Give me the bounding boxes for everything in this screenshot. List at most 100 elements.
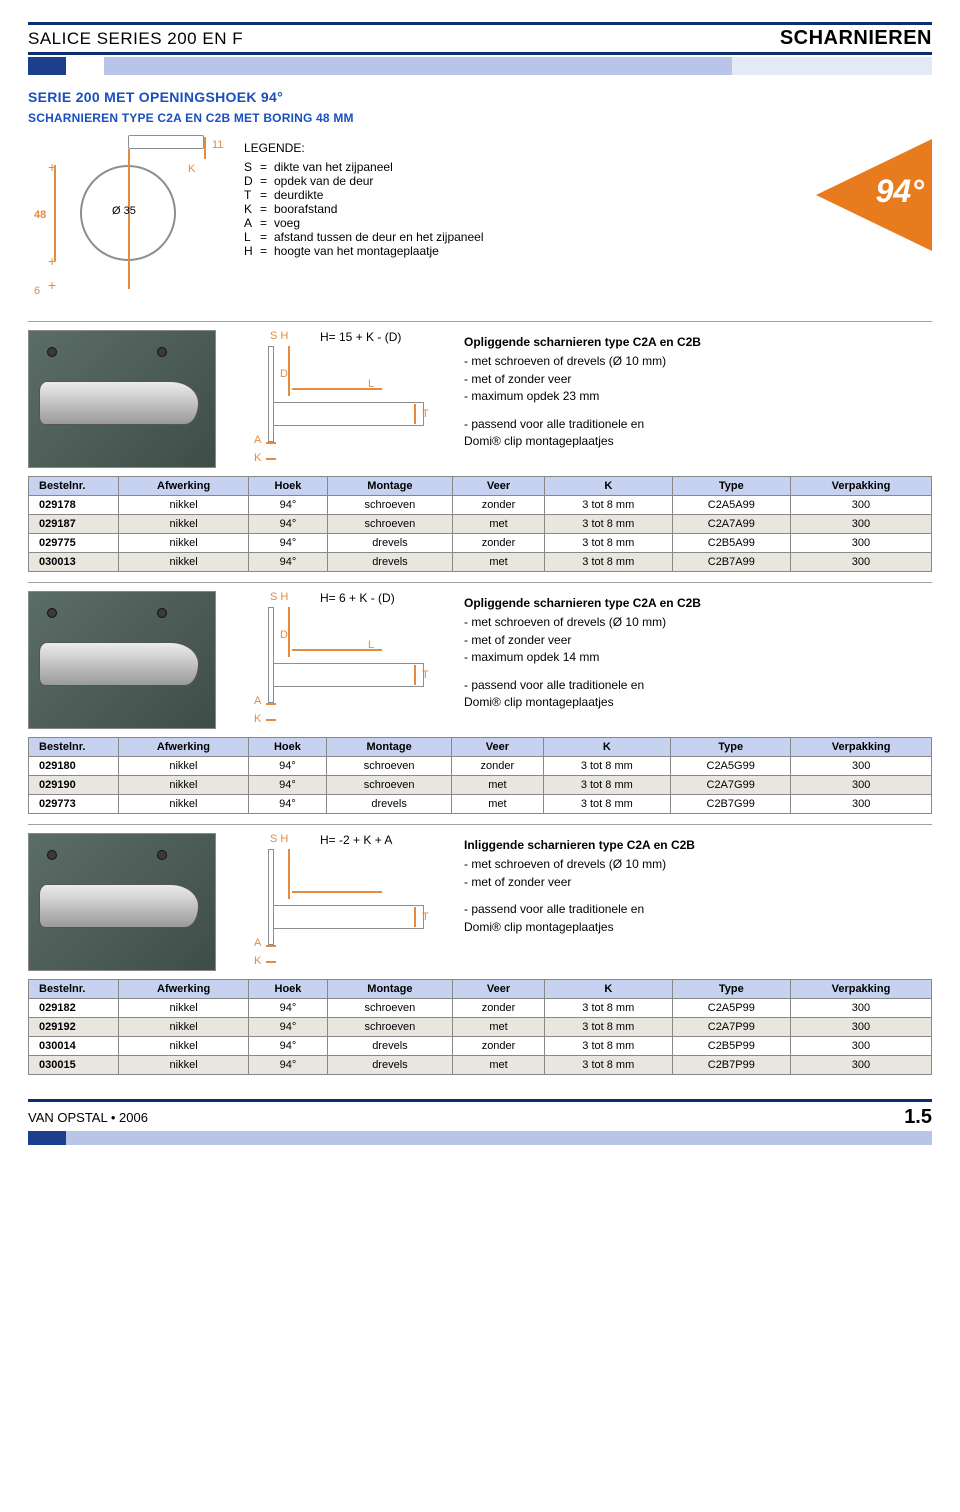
angle-badge: 94° <box>812 135 932 255</box>
table-header: Bestelnr. <box>29 477 119 496</box>
table-cell: nikkel <box>119 757 249 776</box>
table-cell: 300 <box>791 757 932 776</box>
legend-val: opdek van de deur <box>274 174 373 188</box>
table-row: 029178nikkel94°schroevenzonder3 tot 8 mm… <box>29 496 932 515</box>
table-cell: 300 <box>790 1018 931 1037</box>
table-row: 029190nikkel94°schroevenmet3 tot 8 mmC2A… <box>29 776 932 795</box>
table-row: 029187nikkel94°schroevenmet3 tot 8 mmC2A… <box>29 515 932 534</box>
description: Opliggende scharnieren type C2A en C2B - … <box>464 591 932 729</box>
legend-key: A <box>244 216 260 230</box>
table-cell: C2A5G99 <box>671 757 791 776</box>
table-header: Bestelnr. <box>29 980 119 999</box>
table-cell: met <box>452 795 543 814</box>
description: Opliggende scharnieren type C2A en C2B- … <box>464 330 932 468</box>
table-cell: C2A7P99 <box>672 1018 790 1037</box>
footer-bar <box>28 1131 932 1145</box>
schematic: H= 15 + K - (D)S HDLTAK <box>230 330 450 468</box>
diagram-label: 11 <box>212 139 223 151</box>
table-cell: 94° <box>248 795 326 814</box>
table-cell: C2A5A99 <box>672 496 790 515</box>
table-cell: 300 <box>791 776 932 795</box>
diagram-label: Ø 35 <box>112 205 136 217</box>
table-cell: schroeven <box>327 757 452 776</box>
table-header: Verpakking <box>790 477 931 496</box>
desc-title: Opliggende scharnieren type C2A en C2B <box>464 595 932 612</box>
legend-key: T <box>244 188 260 202</box>
table-header: Afwerking <box>119 738 249 757</box>
product-table: Bestelnr.AfwerkingHoekMontageVeerKTypeVe… <box>28 476 932 572</box>
table-cell: nikkel <box>119 496 249 515</box>
table-cell: 94° <box>249 496 328 515</box>
table-cell: met <box>453 1056 545 1075</box>
table-cell: 94° <box>249 1018 328 1037</box>
product-image <box>28 833 216 971</box>
diagram-label: 6 <box>34 285 40 297</box>
table-cell: drevels <box>327 1056 452 1075</box>
table-row: 029775nikkel94°drevelszonder3 tot 8 mmC2… <box>29 534 932 553</box>
table-header: Montage <box>327 477 452 496</box>
table-cell: 030013 <box>29 553 119 572</box>
table-cell: schroeven <box>327 496 452 515</box>
table-header: Veer <box>453 980 545 999</box>
desc-line: - maximum opdek 23 mm <box>464 388 932 405</box>
table-row: 029180nikkel94°schroevenzonder3 tot 8 mm… <box>29 757 932 776</box>
header-right: SCHARNIEREN <box>780 27 932 50</box>
desc-line: - met schroeven of drevels (Ø 10 mm) <box>464 856 932 873</box>
table-row: 030014nikkel94°drevelszonder3 tot 8 mmC2… <box>29 1037 932 1056</box>
table-cell: C2A5P99 <box>672 999 790 1018</box>
section-title: SERIE 200 MET OPENINGSHOEK 94° <box>28 89 932 105</box>
table-cell: drevels <box>327 795 452 814</box>
footer-page: 1.5 <box>904 1106 932 1129</box>
table-cell: met <box>453 553 545 572</box>
table-cell: 029773 <box>29 795 119 814</box>
table-cell: 029182 <box>29 999 119 1018</box>
table-row: 029773nikkel94°drevelsmet3 tot 8 mmC2B7G… <box>29 795 932 814</box>
legend-val: afstand tussen de deur en het zijpaneel <box>274 230 483 244</box>
table-header: Hoek <box>248 738 326 757</box>
legend-val: voeg <box>274 216 300 230</box>
table-header: Type <box>671 738 791 757</box>
table-cell: 030014 <box>29 1037 119 1056</box>
table-cell: 3 tot 8 mm <box>544 496 672 515</box>
table-header: Veer <box>453 477 545 496</box>
equation: H= 6 + K - (D) <box>320 591 395 605</box>
legend-val: deurdikte <box>274 188 323 202</box>
table-header: K <box>544 477 672 496</box>
table-header: Hoek <box>249 477 328 496</box>
table-cell: 3 tot 8 mm <box>544 1037 672 1056</box>
table-cell: C2B5P99 <box>672 1037 790 1056</box>
legend-val: hoogte van het montageplaatje <box>274 244 439 258</box>
diagram-label: 48 <box>34 209 46 221</box>
table-cell: 300 <box>790 553 931 572</box>
table-cell: 300 <box>790 515 931 534</box>
table-header: Montage <box>327 738 452 757</box>
legend-val: boorafstand <box>274 202 337 216</box>
table-cell: 94° <box>249 553 328 572</box>
table-cell: 300 <box>790 1056 931 1075</box>
table-cell: schroeven <box>327 776 452 795</box>
table-cell: 3 tot 8 mm <box>543 757 670 776</box>
desc-line: - passend voor alle traditionele en <box>464 416 932 433</box>
desc-title: Inliggende scharnieren type C2A en C2B <box>464 837 932 854</box>
table-cell: C2B7G99 <box>671 795 791 814</box>
desc-line: - met of zonder veer <box>464 632 932 649</box>
schematic: H= 6 + K - (D)S HDLTAK <box>230 591 450 729</box>
table-cell: 300 <box>790 496 931 515</box>
schematic: H= -2 + K + AS HTAK <box>230 833 450 971</box>
table-cell: 94° <box>249 1037 328 1056</box>
table-cell: drevels <box>327 553 452 572</box>
desc-line: - maximum opdek 14 mm <box>464 649 932 666</box>
legend-key: L <box>244 230 260 244</box>
table-cell: 029187 <box>29 515 119 534</box>
table-cell: 94° <box>249 515 328 534</box>
table-row: 029192nikkel94°schroevenmet3 tot 8 mmC2A… <box>29 1018 932 1037</box>
table-cell: C2B5A99 <box>672 534 790 553</box>
table-cell: drevels <box>327 1037 452 1056</box>
table-header: Type <box>672 477 790 496</box>
legend-key: D <box>244 174 260 188</box>
section-subtitle: SCHARNIEREN TYPE C2A EN C2B MET BORING 4… <box>28 111 932 125</box>
desc-line: Domi® clip montageplaatjes <box>464 694 932 711</box>
table-cell: 300 <box>790 1037 931 1056</box>
table-cell: 029180 <box>29 757 119 776</box>
table-row: 029182nikkel94°schroevenzonder3 tot 8 mm… <box>29 999 932 1018</box>
